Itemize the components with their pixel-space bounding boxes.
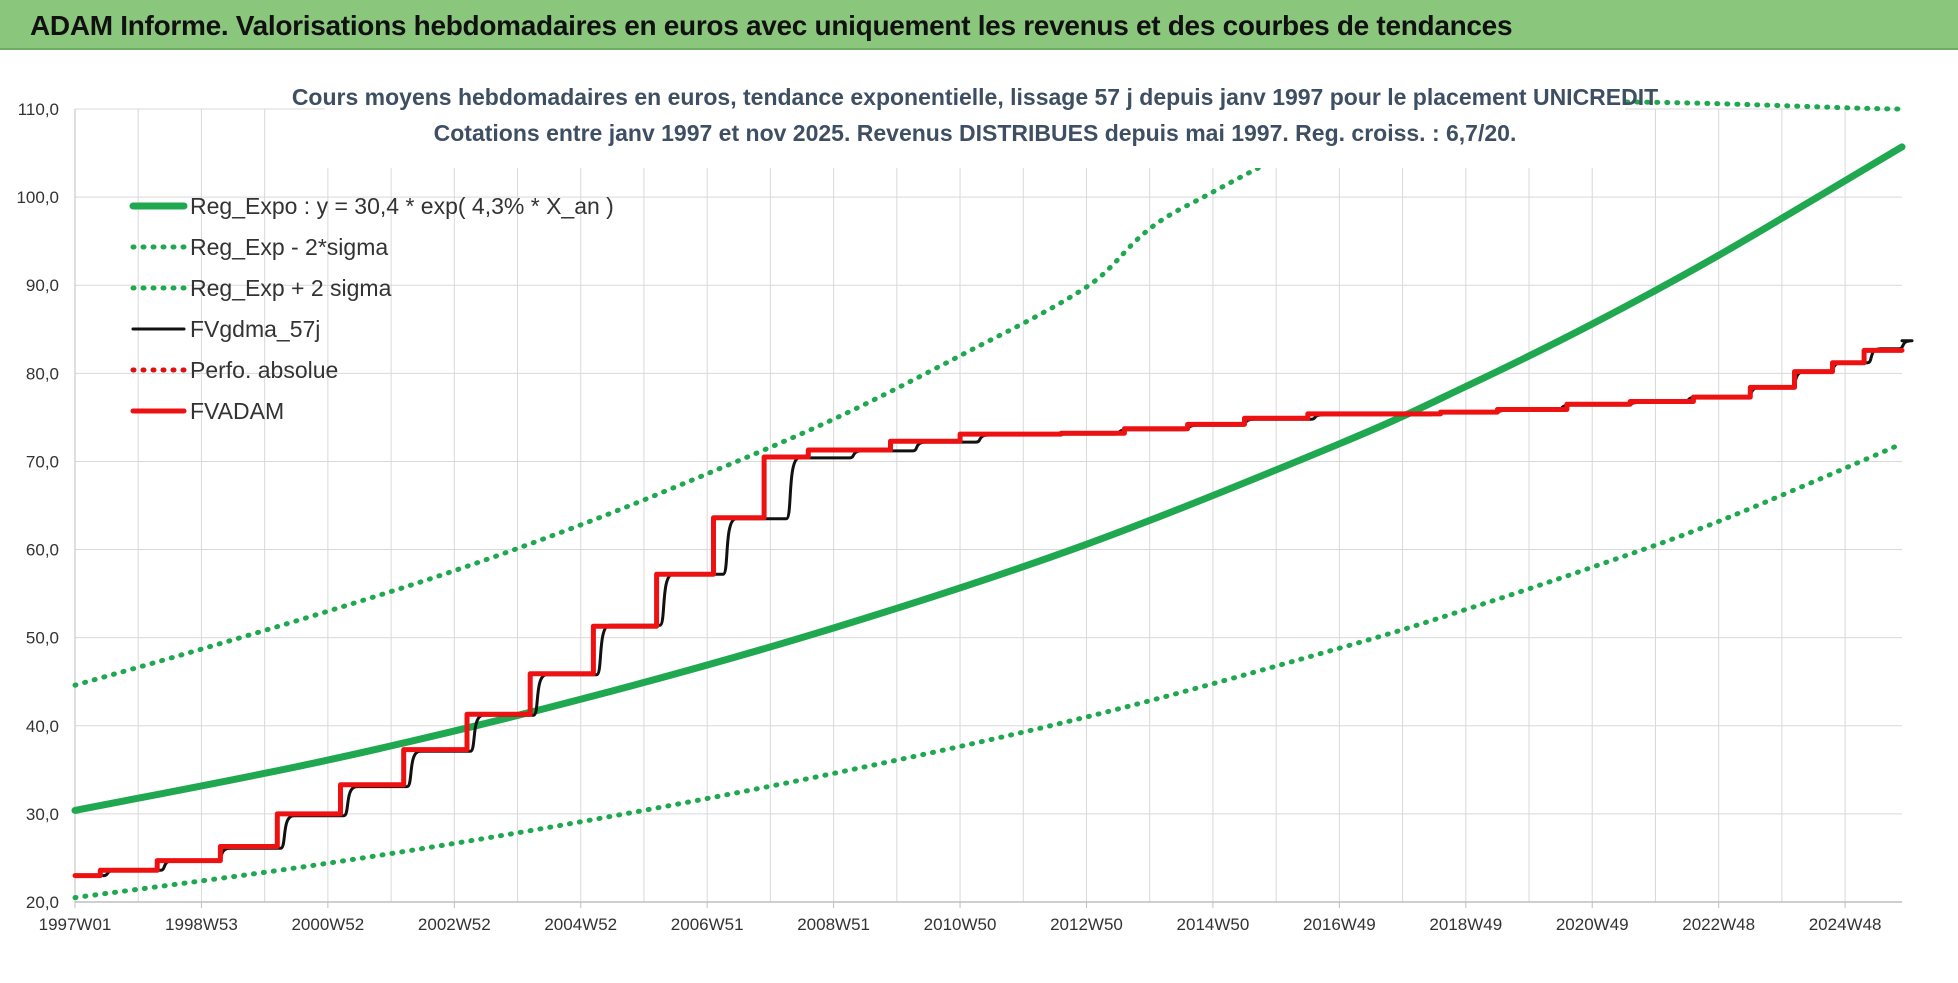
x-tick-label: 2018W49 [1429,915,1502,934]
legend-label: Reg_Exp - 2*sigma [190,234,388,260]
x-tick-label: 2000W52 [291,915,364,934]
x-tick-label: 2010W50 [924,915,997,934]
y-tick-label: 60,0 [26,541,59,560]
x-tick-label: 2014W50 [1177,915,1250,934]
chart-title-line-2: Cotations entre janv 1997 et nov 2025. R… [434,120,1517,146]
x-tick-label: 1997W01 [39,915,112,934]
series-line-5 [72,347,1905,879]
y-tick-label: 110,0 [18,100,59,119]
report-header: ADAM Informe. Valorisations hebdomadaire… [0,0,1958,50]
series-layer [71,99,1914,901]
chart-legend: Reg_Expo : y = 30,4 * exp( 4,3% * X_an )… [129,193,614,424]
y-tick-label: 40,0 [26,717,59,736]
report-title: ADAM Informe. Valorisations hebdomadaire… [30,10,1513,41]
y-tick-label: 50,0 [26,629,59,648]
chart-title-box [325,80,1625,168]
legend-label: FVgdma_57j [190,316,320,342]
y-tick-label: 70,0 [26,452,59,471]
y-tick-label: 100,0 [16,188,59,207]
series-line-1 [72,441,1905,901]
x-tick-label: 2020W49 [1556,915,1629,934]
legend-label: FVADAM [190,398,284,424]
chart-area: 20,0 30,0 40,0 50,0 60,0 70,0 80,0 90,0 100,0 110… [0,50,1958,978]
legend-label: Perfo. absolue [190,357,338,383]
chart-title-line-1: Cours moyens hebdomadaires en euros, ten… [292,84,1658,110]
chart-background [0,50,1958,978]
y-tick-label: 20,0 [26,893,59,912]
valuation-chart: 20,0 30,0 40,0 50,0 60,0 70,0 80,0 90,0 100,0 110… [0,50,1958,978]
y-tick-label: 90,0 [26,276,59,295]
y-tick-label: 30,0 [26,805,59,824]
x-tick-label: 2012W50 [1050,915,1123,934]
x-tick-label: 2022W48 [1682,915,1755,934]
x-tick-label: 2016W49 [1303,915,1376,934]
x-tick-label: 2002W52 [418,915,491,934]
x-tick-label: 2004W52 [544,915,617,934]
axis-labels: 20,0 30,0 40,0 50,0 60,0 70,0 80,0 90,0 100,0 110… [16,100,1881,934]
y-tick-label: 80,0 [26,364,59,383]
legend-label: Reg_Exp + 2 sigma [190,275,392,301]
x-tick-label: 2006W51 [671,915,744,934]
x-tick-label: 2024W48 [1809,915,1882,934]
series-line-0 [71,143,1906,814]
x-tick-label: 1998W53 [165,915,238,934]
x-tick-label: 2008W51 [797,915,870,934]
legend-label: Reg_Expo : y = 30,4 * exp( 4,3% * X_an ) [190,193,614,219]
